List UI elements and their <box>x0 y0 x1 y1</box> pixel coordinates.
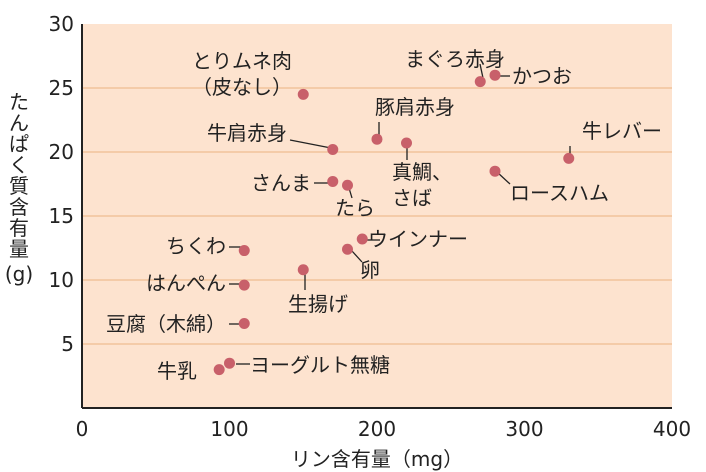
label-leader-line <box>351 250 363 263</box>
point-label: 豚肩赤身 <box>375 95 455 119</box>
x-tick-label: 0 <box>76 417 89 441</box>
y-tick-label: 15 <box>49 204 74 228</box>
data-point <box>489 69 501 81</box>
point-label: とりムネ肉（皮なし） <box>192 49 292 99</box>
label-leader-line <box>289 139 332 149</box>
y-tick-label: 25 <box>49 76 74 100</box>
gridlines <box>82 87 672 345</box>
point-label: 豆腐（木綿） <box>106 312 226 336</box>
point-label-line: とりムネ肉 <box>192 49 292 73</box>
data-points <box>213 69 575 376</box>
axes <box>81 24 672 409</box>
tick-labels: 0 100 200 300 400 5 10 15 20 25 30 <box>49 12 692 441</box>
point-label: 牛肩赤身 <box>207 121 287 145</box>
data-point <box>474 76 486 88</box>
y-axis-label-char: 含 <box>9 195 29 219</box>
y-tick-label: 10 <box>49 268 74 292</box>
data-point <box>371 133 383 145</box>
x-tick-label: 300 <box>505 417 543 441</box>
y-tick-label: 30 <box>49 12 74 36</box>
point-label-line: さば <box>392 186 432 210</box>
x-tick-label: 400 <box>653 417 691 441</box>
x-tick-label: 100 <box>210 417 248 441</box>
point-label: たら <box>335 196 375 220</box>
data-point <box>342 243 353 255</box>
label-leaders <box>229 63 571 365</box>
data-point <box>238 279 250 291</box>
point-label: さんま <box>251 171 311 195</box>
point-label: 生揚げ <box>288 292 348 316</box>
point-label: 真鯛、さば <box>392 160 452 210</box>
data-point <box>356 233 368 245</box>
data-point <box>401 137 412 149</box>
data-point <box>327 143 339 155</box>
point-label-line: （皮なし） <box>192 75 292 99</box>
data-point <box>297 264 309 276</box>
data-point <box>342 179 353 191</box>
data-point <box>327 175 339 187</box>
point-label: ウインナー <box>368 227 468 251</box>
y-axis-label-char: た <box>9 90 29 114</box>
point-label: かつお <box>512 64 572 88</box>
y-axis-label-char: く <box>9 153 29 177</box>
y-axis-label-char: 質 <box>9 174 29 198</box>
data-point <box>563 152 575 164</box>
point-label: はんぺん <box>146 271 226 295</box>
point-label: 牛乳 <box>157 359 197 383</box>
data-point <box>213 364 225 376</box>
x-axis-label: リン含有量（mg） <box>291 447 463 471</box>
data-point <box>224 357 235 369</box>
y-axis-label-char: ぱ <box>9 132 29 156</box>
data-point <box>297 88 309 100</box>
y-axis-unit: (g) <box>4 262 34 286</box>
y-axis-label-char: 量 <box>9 237 29 261</box>
point-label: まぐろ赤身 <box>405 47 505 71</box>
data-point <box>489 165 501 177</box>
y-tick-label: 5 <box>61 332 74 356</box>
point-label: ヨーグルト無糖 <box>250 353 390 377</box>
y-tick-label: 20 <box>49 140 74 164</box>
point-label: 牛レバー <box>582 119 662 143</box>
y-axis-label-text: たんぱく質含有量 <box>2 92 36 260</box>
data-point <box>238 245 250 257</box>
data-point <box>238 318 250 330</box>
y-axis-label-char: ん <box>9 111 29 135</box>
y-axis-label: たんぱく質含有量 (g) <box>2 92 36 285</box>
point-label: 卵 <box>360 258 380 282</box>
point-label-line: 真鯛、 <box>392 160 452 184</box>
point-label: ちくわ <box>166 234 226 258</box>
label-leader-line <box>479 63 484 79</box>
x-tick-label: 200 <box>358 417 396 441</box>
point-label: ロースハム <box>510 181 609 205</box>
y-axis-label-char: 有 <box>9 216 29 240</box>
